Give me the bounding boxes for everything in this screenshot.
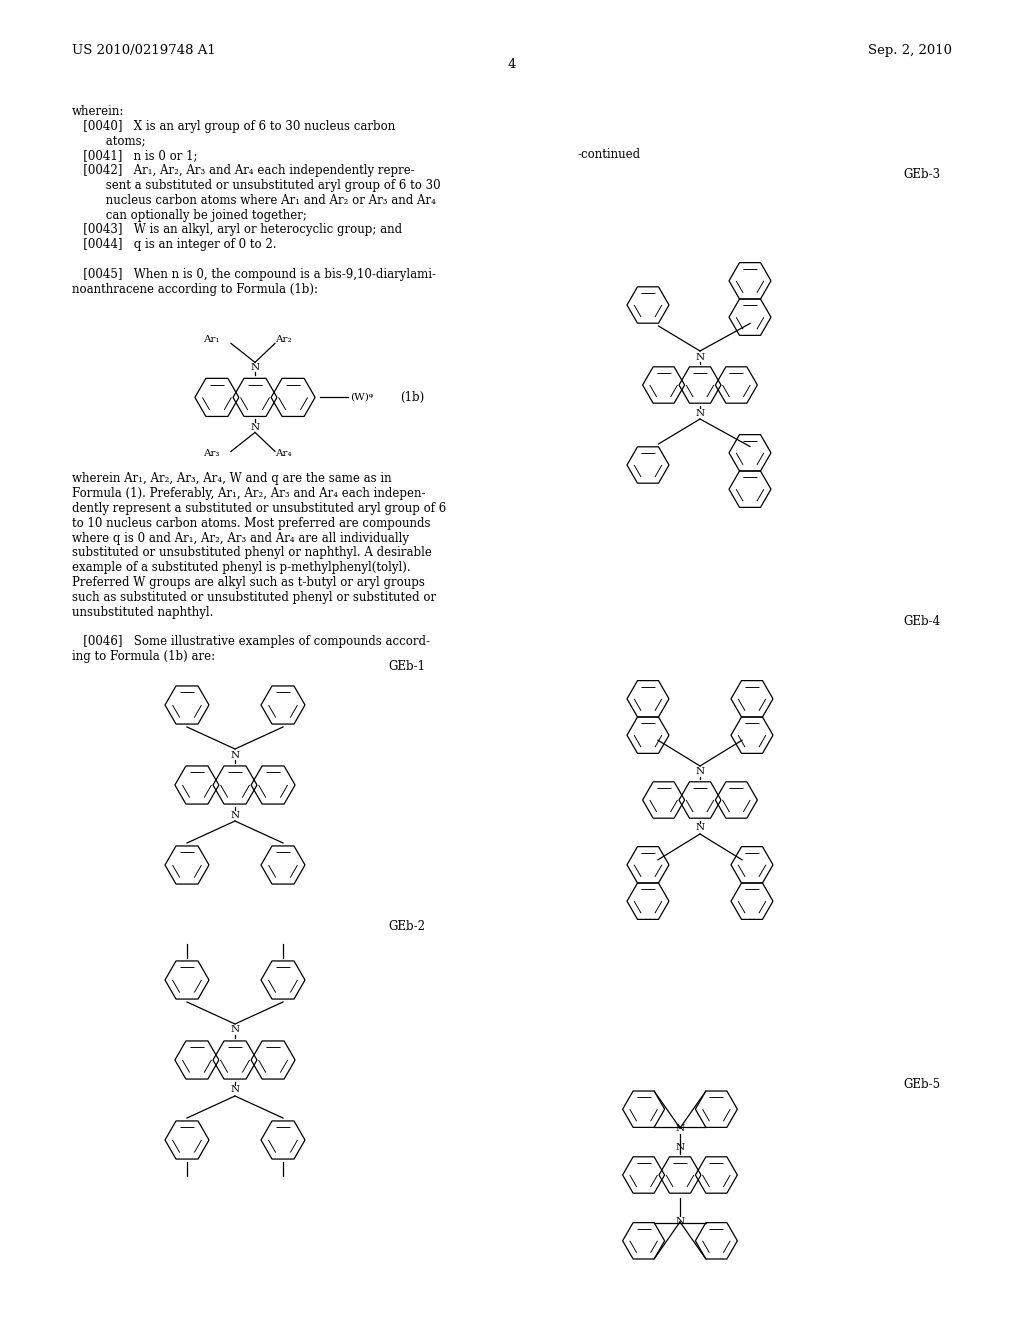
Text: Formula (1). Preferably, Ar₁, Ar₂, Ar₃ and Ar₄ each indepen-: Formula (1). Preferably, Ar₁, Ar₂, Ar₃ a… <box>72 487 426 500</box>
Text: nucleus carbon atoms where Ar₁ and Ar₂ or Ar₃ and Ar₄: nucleus carbon atoms where Ar₁ and Ar₂ o… <box>72 194 436 207</box>
Text: [0043]   W is an alkyl, aryl or heterocyclic group; and: [0043] W is an alkyl, aryl or heterocycl… <box>72 223 402 236</box>
Text: GEb-1: GEb-1 <box>388 660 425 673</box>
Text: Ar₁: Ar₁ <box>203 335 219 345</box>
Text: US 2010/0219748 A1: US 2010/0219748 A1 <box>72 44 216 57</box>
Text: [0040]   X is an aryl group of 6 to 30 nucleus carbon: [0040] X is an aryl group of 6 to 30 nuc… <box>72 120 395 133</box>
Text: GEb-2: GEb-2 <box>388 920 425 933</box>
Text: wherein Ar₁, Ar₂, Ar₃, Ar₄, W and q are the same as in: wherein Ar₁, Ar₂, Ar₃, Ar₄, W and q are … <box>72 473 391 486</box>
Text: GEb-4: GEb-4 <box>903 615 940 628</box>
Text: Preferred W groups are alkyl such as t-butyl or aryl groups: Preferred W groups are alkyl such as t-b… <box>72 576 425 589</box>
Text: dently represent a substituted or unsubstituted aryl group of 6: dently represent a substituted or unsubs… <box>72 502 446 515</box>
Text: N: N <box>695 352 705 362</box>
Text: ing to Formula (1b) are:: ing to Formula (1b) are: <box>72 649 215 663</box>
Text: N: N <box>251 363 259 372</box>
Text: GEb-3: GEb-3 <box>903 168 940 181</box>
Text: N: N <box>676 1123 685 1133</box>
Text: unsubstituted naphthyl.: unsubstituted naphthyl. <box>72 606 213 619</box>
Text: atoms;: atoms; <box>72 135 145 148</box>
Text: N: N <box>676 1217 685 1226</box>
Text: -continued: -continued <box>578 148 641 161</box>
Text: [0042]   Ar₁, Ar₂, Ar₃ and Ar₄ each independently repre-: [0042] Ar₁, Ar₂, Ar₃ and Ar₄ each indepe… <box>72 164 415 177</box>
Text: Sep. 2, 2010: Sep. 2, 2010 <box>868 44 952 57</box>
Text: where q is 0 and Ar₁, Ar₂, Ar₃ and Ar₄ are all individually: where q is 0 and Ar₁, Ar₂, Ar₃ and Ar₄ a… <box>72 532 409 545</box>
Text: N: N <box>695 824 705 833</box>
Text: Ar₄: Ar₄ <box>275 449 292 458</box>
Text: noanthracene according to Formula (1b):: noanthracene according to Formula (1b): <box>72 282 318 296</box>
Text: N: N <box>695 408 705 417</box>
Text: N: N <box>230 1085 240 1094</box>
Text: N: N <box>230 1026 240 1035</box>
Text: sent a substituted or unsubstituted aryl group of 6 to 30: sent a substituted or unsubstituted aryl… <box>72 180 440 191</box>
Text: such as substituted or unsubstituted phenyl or substituted or: such as substituted or unsubstituted phe… <box>72 591 436 603</box>
Text: can optionally be joined together;: can optionally be joined together; <box>72 209 307 222</box>
Text: N: N <box>676 1143 685 1151</box>
Text: 4: 4 <box>508 58 516 71</box>
Text: to 10 nucleus carbon atoms. Most preferred are compounds: to 10 nucleus carbon atoms. Most preferr… <box>72 517 430 529</box>
Text: GEb-5: GEb-5 <box>903 1078 940 1092</box>
Text: (W)ᵠ: (W)ᵠ <box>350 393 374 401</box>
Text: N: N <box>251 422 259 432</box>
Text: (1b): (1b) <box>400 391 424 404</box>
Text: substituted or unsubstituted phenyl or naphthyl. A desirable: substituted or unsubstituted phenyl or n… <box>72 546 432 560</box>
Text: [0041]   n is 0 or 1;: [0041] n is 0 or 1; <box>72 149 198 162</box>
Text: N: N <box>230 751 240 759</box>
Text: Ar₂: Ar₂ <box>275 335 292 345</box>
Text: Ar₃: Ar₃ <box>203 449 219 458</box>
Text: [0046]   Some illustrative examples of compounds accord-: [0046] Some illustrative examples of com… <box>72 635 430 648</box>
Text: [0045]   When n is 0, the compound is a bis-9,10-diarylami-: [0045] When n is 0, the compound is a bi… <box>72 268 436 281</box>
Text: N: N <box>230 810 240 820</box>
Text: N: N <box>695 767 705 776</box>
Text: wherein:: wherein: <box>72 106 124 117</box>
Text: example of a substituted phenyl is p-methylphenyl(tolyl).: example of a substituted phenyl is p-met… <box>72 561 411 574</box>
Text: [0044]   q is an integer of 0 to 2.: [0044] q is an integer of 0 to 2. <box>72 238 276 251</box>
